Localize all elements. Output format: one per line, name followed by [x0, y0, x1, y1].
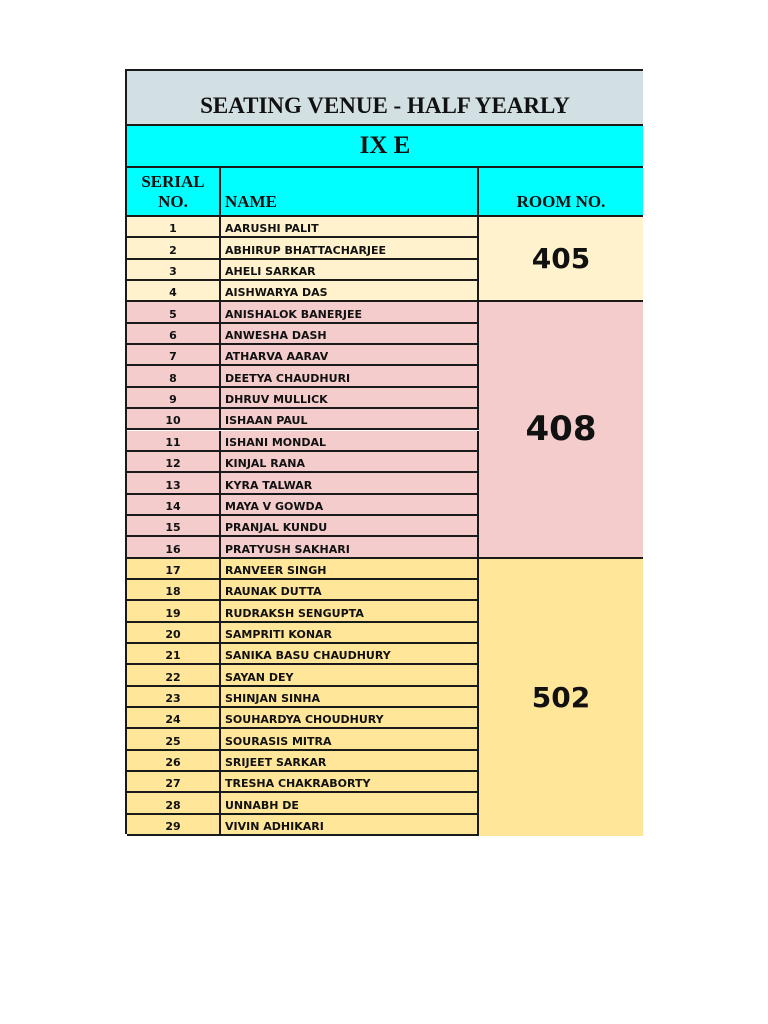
name-cell: SRIJEET SARKAR — [221, 750, 479, 773]
name-cell: SHINJAN SINHA — [221, 686, 479, 709]
serial-cell: 3 — [127, 259, 221, 282]
serial-cell: 29 — [127, 814, 221, 837]
name-cell: AISHWARYA DAS — [221, 281, 479, 303]
name-cell: SAMPRITI KONAR — [221, 622, 479, 644]
name-cell: TRESHA CHAKRABORTY — [221, 772, 479, 794]
serial-cell: 20 — [127, 622, 221, 644]
serial-cell: 22 — [127, 665, 221, 687]
serial-cell: 1 — [127, 217, 221, 239]
serial-cell: 5 — [127, 302, 221, 324]
name-cell: ANISHALOK BANERJEE — [221, 302, 479, 324]
name-cell: UNNABH DE — [221, 793, 479, 815]
serial-cell: 2 — [127, 238, 221, 260]
serial-cell: 19 — [127, 601, 221, 623]
name-cell: VIVIN ADHIKARI — [221, 814, 479, 837]
name-cell: ABHIRUP BHATTACHARJEE — [221, 238, 479, 260]
serial-cell: 11 — [127, 430, 221, 452]
name-cell: SOUHARDYA CHOUDHURY — [221, 708, 479, 730]
header-room: ROOM NO. — [479, 168, 643, 217]
name-cell: DHRUV MULLICK — [221, 387, 479, 410]
serial-cell: 28 — [127, 793, 221, 815]
serial-cell: 14 — [127, 494, 221, 516]
serial-cell: 17 — [127, 558, 221, 580]
serial-cell: 12 — [127, 451, 221, 474]
room-cell: 502 — [479, 558, 643, 837]
name-cell: RUDRAKSH SENGUPTA — [221, 601, 479, 623]
name-cell: SANIKA BASU CHAUDHURY — [221, 644, 479, 666]
serial-cell: 24 — [127, 708, 221, 730]
name-cell: ISHAAN PAUL — [221, 409, 479, 431]
header-serial: SERIAL NO. — [127, 168, 221, 217]
name-cell: SOURASIS MITRA — [221, 729, 479, 751]
serial-cell: 7 — [127, 345, 221, 367]
name-cell: PRANJAL KUNDU — [221, 515, 479, 538]
serial-cell: 4 — [127, 281, 221, 303]
serial-cell: 23 — [127, 686, 221, 709]
serial-cell: 21 — [127, 644, 221, 666]
seating-table: SEATING VENUE - HALF YEARLY IX E SERIAL … — [125, 69, 643, 837]
header-name: NAME — [221, 168, 479, 217]
name-cell: PRATYUSH SAKHARI — [221, 537, 479, 559]
name-cell: ISHANI MONDAL — [221, 430, 479, 452]
name-cell: KINJAL RANA — [221, 451, 479, 474]
name-cell: KYRA TALWAR — [221, 473, 479, 495]
serial-cell: 25 — [127, 729, 221, 751]
name-cell: RAUNAK DUTTA — [221, 579, 479, 602]
serial-cell: 13 — [127, 473, 221, 495]
serial-cell: 9 — [127, 387, 221, 410]
name-cell: MAYA V GOWDA — [221, 494, 479, 516]
serial-cell: 10 — [127, 409, 221, 431]
name-cell: AHELI SARKAR — [221, 259, 479, 282]
name-cell: DEETYA CHAUDHURI — [221, 366, 479, 388]
serial-cell: 18 — [127, 579, 221, 602]
serial-cell: 6 — [127, 323, 221, 346]
page-title: SEATING VENUE - HALF YEARLY — [127, 71, 643, 126]
serial-cell: 27 — [127, 772, 221, 794]
name-cell: AARUSHI PALIT — [221, 217, 479, 239]
room-cell: 408 — [479, 302, 643, 559]
class-name: IX E — [127, 126, 643, 168]
name-cell: ATHARVA AARAV — [221, 345, 479, 367]
name-cell: SAYAN DEY — [221, 665, 479, 687]
room-cell: 405 — [479, 217, 643, 303]
name-cell: RANVEER SINGH — [221, 558, 479, 580]
serial-cell: 16 — [127, 537, 221, 559]
serial-cell: 8 — [127, 366, 221, 388]
serial-cell: 26 — [127, 750, 221, 773]
name-cell: ANWESHA DASH — [221, 323, 479, 346]
serial-cell: 15 — [127, 515, 221, 538]
